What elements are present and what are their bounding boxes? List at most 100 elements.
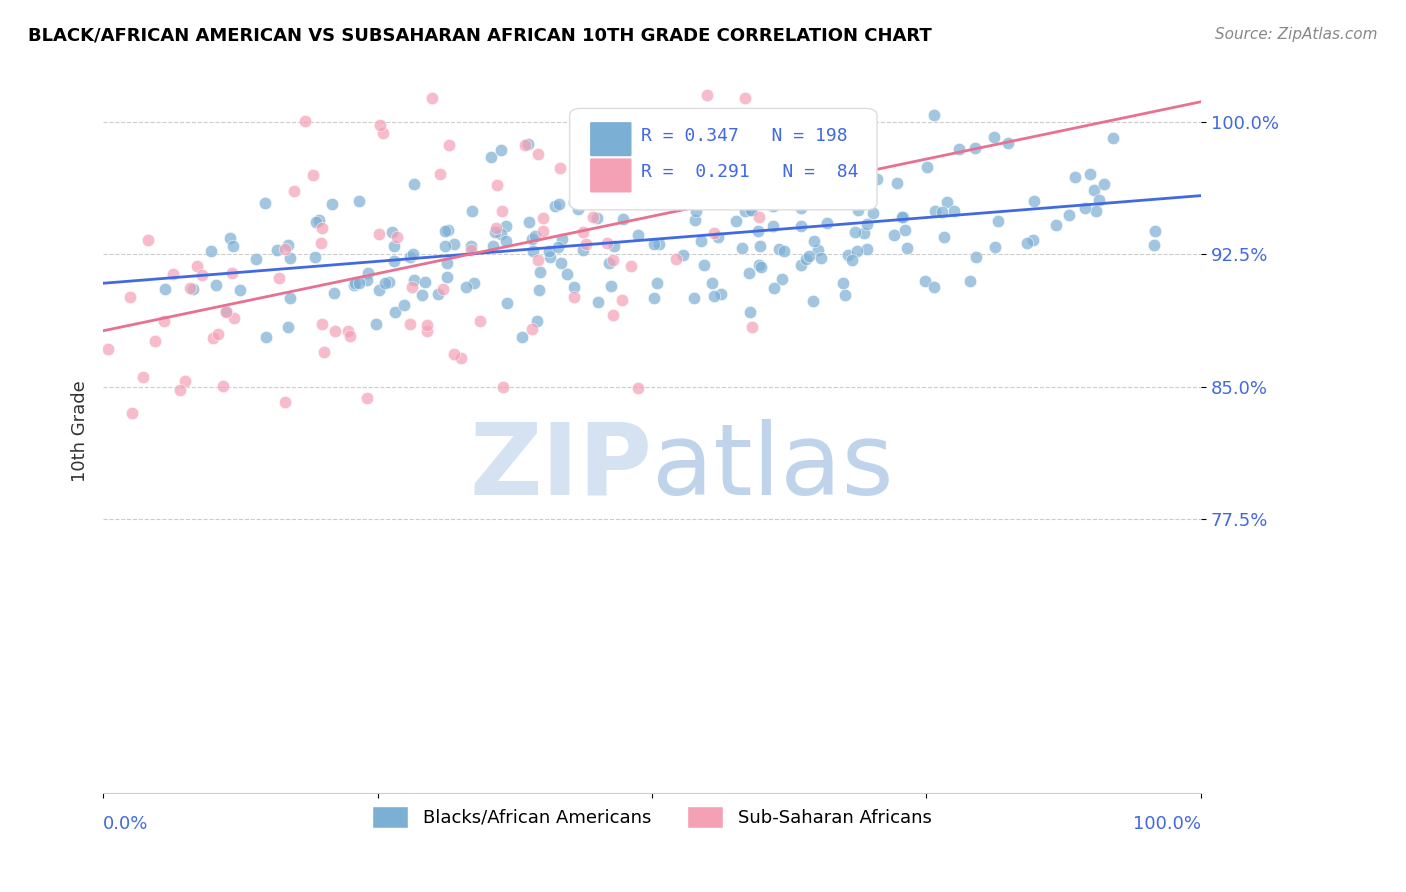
Blacks/African Americans	[740, 305, 762, 319]
Blacks/African Americans	[343, 276, 366, 290]
Blacks/African Americans	[852, 226, 875, 240]
Blacks/African Americans	[641, 187, 664, 202]
Blacks/African Americans	[856, 242, 879, 256]
Blacks/African Americans	[278, 251, 301, 265]
Sub-Saharan Africans	[136, 233, 159, 247]
Text: BLACK/AFRICAN AMERICAN VS SUBSAHARAN AFRICAN 10TH GRADE CORRELATION CHART: BLACK/AFRICAN AMERICAN VS SUBSAHARAN AFR…	[28, 27, 932, 45]
Blacks/African Americans	[683, 213, 706, 227]
Blacks/African Americans	[740, 202, 762, 217]
Blacks/African Americans	[1045, 218, 1067, 232]
Blacks/African Americans	[357, 266, 380, 280]
Sub-Saharan Africans	[267, 271, 290, 285]
Sub-Saharan Africans	[696, 88, 718, 103]
Blacks/African Americans	[600, 279, 623, 293]
Blacks/African Americans	[693, 258, 716, 272]
Sub-Saharan Africans	[703, 226, 725, 240]
Blacks/African Americans	[382, 239, 405, 253]
Blacks/African Americans	[643, 236, 665, 251]
Blacks/African Americans	[510, 330, 533, 344]
Sub-Saharan Africans	[336, 324, 359, 338]
Blacks/African Americans	[1084, 203, 1107, 218]
Blacks/African Americans	[856, 181, 879, 195]
Text: atlas: atlas	[652, 418, 894, 516]
Text: R =  0.291   N =  84: R = 0.291 N = 84	[641, 163, 859, 181]
Blacks/African Americans	[437, 223, 460, 237]
Sub-Saharan Africans	[274, 395, 297, 409]
Sub-Saharan Africans	[572, 225, 595, 239]
Blacks/African Americans	[433, 239, 456, 253]
Blacks/African Americans	[922, 280, 945, 294]
Blacks/African Americans	[368, 283, 391, 297]
Blacks/African Americans	[222, 238, 245, 252]
Blacks/African Americans	[562, 279, 585, 293]
Blacks/African Americans	[562, 194, 585, 209]
Blacks/African Americans	[643, 291, 665, 305]
Sub-Saharan Africans	[531, 211, 554, 226]
Blacks/African Americans	[411, 288, 433, 302]
Blacks/African Americans	[645, 276, 668, 290]
Sub-Saharan Africans	[368, 118, 391, 132]
Sub-Saharan Africans	[311, 220, 333, 235]
Sub-Saharan Africans	[574, 236, 596, 251]
Blacks/African Americans	[366, 318, 388, 332]
Text: 0.0%: 0.0%	[103, 814, 149, 832]
Blacks/African Americans	[1022, 233, 1045, 247]
Blacks/African Americans	[672, 248, 695, 262]
Sub-Saharan Africans	[224, 310, 246, 325]
Sub-Saharan Africans	[274, 242, 297, 256]
Blacks/African Americans	[215, 304, 238, 318]
Blacks/African Americans	[773, 244, 796, 259]
Blacks/African Americans	[984, 240, 1007, 254]
Sub-Saharan Africans	[302, 168, 325, 182]
Sub-Saharan Africans	[420, 91, 443, 105]
Sub-Saharan Africans	[699, 169, 721, 184]
Sub-Saharan Africans	[309, 235, 332, 250]
FancyBboxPatch shape	[569, 109, 877, 210]
Sub-Saharan Africans	[97, 342, 120, 356]
Blacks/African Americans	[948, 142, 970, 156]
Blacks/African Americans	[547, 240, 569, 254]
Blacks/African Americans	[1083, 183, 1105, 197]
Legend: Blacks/African Americans, Sub-Saharan Africans: Blacks/African Americans, Sub-Saharan Af…	[366, 798, 939, 835]
Blacks/African Americans	[527, 283, 550, 297]
Blacks/African Americans	[1074, 201, 1097, 215]
Blacks/African Americans	[741, 202, 763, 217]
Sub-Saharan Africans	[367, 227, 389, 241]
Sub-Saharan Africans	[443, 346, 465, 360]
Blacks/African Americans	[841, 182, 863, 196]
Text: 100.0%: 100.0%	[1133, 814, 1201, 832]
Blacks/African Americans	[392, 298, 415, 312]
FancyBboxPatch shape	[589, 121, 633, 157]
Blacks/African Americans	[713, 165, 735, 179]
Sub-Saharan Africans	[401, 279, 423, 293]
Blacks/African Americans	[612, 211, 634, 226]
Sub-Saharan Africans	[520, 322, 543, 336]
Blacks/African Americans	[896, 241, 918, 255]
Blacks/African Americans	[349, 276, 371, 290]
Sub-Saharan Africans	[581, 117, 603, 131]
Blacks/African Americans	[965, 140, 987, 154]
Sub-Saharan Africans	[662, 144, 685, 158]
Sub-Saharan Africans	[602, 308, 624, 322]
Blacks/African Americans	[551, 232, 574, 246]
Blacks/African Americans	[384, 253, 406, 268]
Sub-Saharan Africans	[174, 374, 197, 388]
Blacks/African Americans	[731, 241, 754, 255]
Sub-Saharan Africans	[432, 282, 454, 296]
Blacks/African Americans	[932, 229, 955, 244]
Blacks/African Americans	[460, 239, 482, 253]
Blacks/African Americans	[402, 177, 425, 191]
Blacks/African Americans	[529, 265, 551, 279]
Blacks/African Americans	[495, 219, 517, 233]
Blacks/African Americans	[891, 211, 914, 225]
Sub-Saharan Africans	[683, 186, 706, 200]
Blacks/African Americans	[844, 226, 866, 240]
Blacks/African Americans	[724, 213, 747, 227]
Blacks/African Americans	[200, 244, 222, 258]
Blacks/African Americans	[484, 225, 506, 239]
Sub-Saharan Africans	[548, 161, 571, 175]
Sub-Saharan Africans	[486, 178, 509, 192]
Sub-Saharan Africans	[842, 130, 865, 145]
Sub-Saharan Africans	[283, 184, 305, 198]
Blacks/African Americans	[491, 227, 513, 242]
